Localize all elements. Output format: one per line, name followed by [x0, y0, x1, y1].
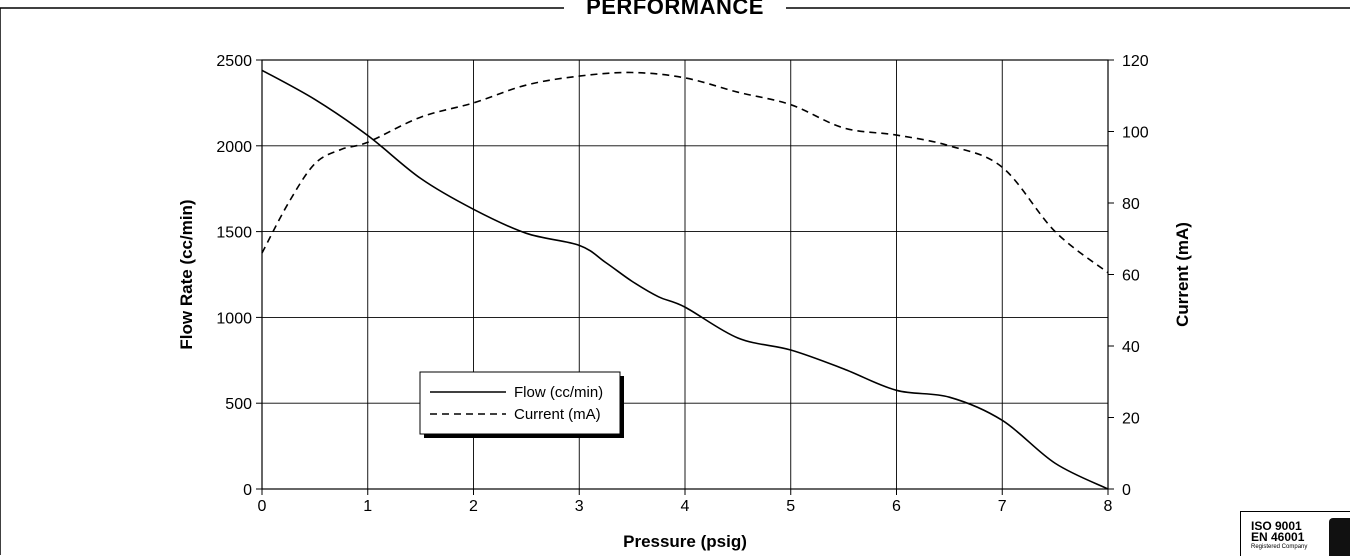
x-tick-label: 1 [363, 498, 372, 515]
chart-title: PERFORMANCE [0, 0, 1350, 20]
legend-entry-label: Current (mA) [514, 406, 601, 423]
x-tick-label: 5 [786, 498, 795, 515]
y-tick-label: 0 [243, 482, 252, 499]
x-tick-label: 3 [575, 498, 584, 515]
cert-logo-icon [1329, 518, 1350, 556]
series [261, 69, 1109, 490]
y-tick-label: 1500 [216, 225, 252, 242]
y-tick-label: 500 [225, 396, 252, 413]
cert-line-3: Registered Company [1251, 544, 1308, 550]
y2-tick-label: 0 [1122, 482, 1131, 499]
y-tick-label: 2500 [216, 53, 252, 70]
legend-box [419, 371, 621, 435]
axes: 0 1 2 3 4 5 6 7 80500100015002000250002040608010… [216, 53, 1148, 515]
y-tick-label: 2000 [216, 139, 252, 156]
x-axis-label: Pressure (psig) [623, 532, 747, 551]
x-tick-label: 6 [892, 498, 901, 515]
x-tick-label: 0 [258, 498, 267, 515]
y2-tick-label: 120 [1122, 53, 1149, 70]
current-series-line [261, 71, 1109, 274]
x-tick-label: 2 [469, 498, 478, 515]
y2-tick-label: 20 [1122, 411, 1140, 428]
y2-axis-label: Current (mA) [1173, 222, 1192, 327]
y2-tick-label: 40 [1122, 339, 1140, 356]
y2-tick-label: 80 [1122, 196, 1140, 213]
plot-border [261, 59, 1109, 490]
y-axis-label: Flow Rate (cc/min) [177, 199, 196, 349]
iso-cert-badge: ISO 9001 EN 46001 Registered Company [1240, 511, 1350, 556]
x-tick-label: 8 [1104, 498, 1113, 515]
y2-tick-label: 100 [1122, 125, 1149, 142]
cert-line-2: EN 46001 [1251, 530, 1305, 544]
y-tick-label: 1000 [216, 310, 252, 327]
legend: Flow (cc/min) Current (mA) [419, 371, 624, 438]
x-tick-label: 7 [998, 498, 1007, 515]
y2-tick-label: 60 [1122, 268, 1140, 285]
grid [261, 59, 1109, 490]
legend-entry-label: Flow (cc/min) [514, 384, 603, 401]
cert-line-1: ISO 9001 [1251, 519, 1302, 533]
x-tick-label: 4 [681, 498, 690, 515]
flow-series-line [261, 69, 1109, 490]
